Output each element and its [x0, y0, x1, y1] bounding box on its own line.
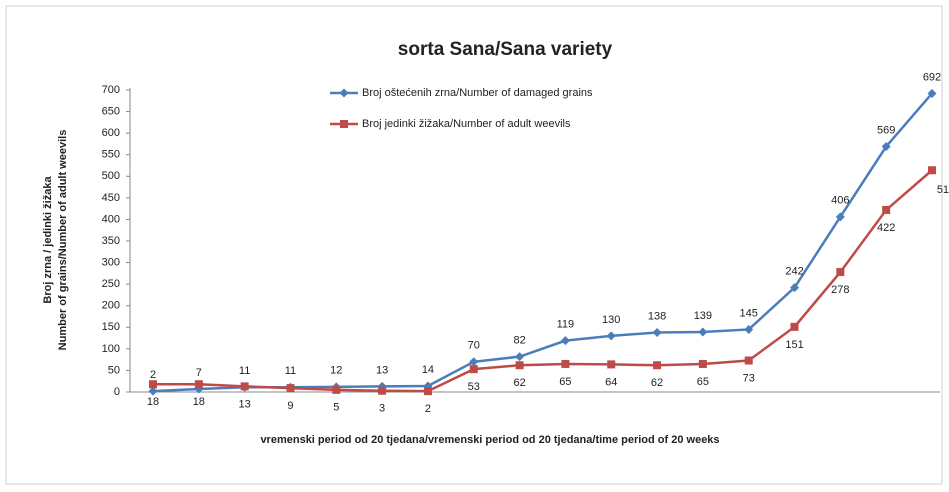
y-tick-label: 400: [102, 213, 120, 225]
point: [561, 359, 570, 368]
x-axis-label: vremenski period od 20 tjedana/vremenski…: [260, 434, 719, 446]
point: [607, 360, 616, 369]
point: [744, 324, 754, 334]
point: [698, 359, 707, 368]
point: [332, 385, 341, 394]
data-label: 138: [648, 310, 666, 322]
y-tick-label: 150: [102, 321, 120, 333]
data-label: 65: [697, 376, 709, 388]
point: [606, 331, 616, 341]
data-label: 64: [605, 376, 617, 388]
data-label: 13: [239, 398, 251, 410]
y-tick-label: 50: [108, 364, 120, 376]
point: [652, 327, 662, 337]
data-label: 422: [877, 222, 895, 234]
y-tick-label: 100: [102, 343, 120, 355]
legend-label: Broj oštećenih zrna/Number of damaged gr…: [362, 87, 593, 99]
point: [882, 205, 891, 214]
point: [469, 357, 479, 367]
point: [469, 365, 478, 374]
data-label: 242: [785, 266, 803, 278]
point: [836, 268, 845, 277]
y-tick-label: 550: [102, 149, 120, 161]
point: [790, 322, 799, 331]
data-label: 18: [147, 396, 159, 408]
data-label: 73: [743, 372, 755, 384]
data-label: 5: [333, 402, 339, 414]
point: [149, 380, 157, 389]
chart-title: sorta Sana/Sana variety: [398, 39, 613, 60]
point: [423, 387, 432, 396]
data-label: 13: [376, 364, 388, 376]
point: [194, 380, 203, 389]
data-label: 2: [425, 403, 431, 415]
point: [928, 166, 936, 175]
y-tick-label: 300: [102, 256, 120, 268]
data-label: 11: [285, 365, 296, 377]
y-tick-label: 700: [102, 84, 120, 96]
data-label: 14: [422, 364, 434, 376]
y-tick-label: 200: [102, 300, 120, 312]
y-tick-label: 450: [102, 192, 120, 204]
point: [790, 283, 800, 293]
point: [378, 386, 387, 395]
point: [240, 382, 249, 391]
point: [927, 88, 937, 98]
y-tick-label: 650: [102, 105, 120, 117]
legend-marker: [340, 120, 348, 128]
y-tick-label: 0: [114, 386, 120, 398]
data-label: 9: [287, 400, 293, 412]
data-label: 12: [330, 365, 342, 377]
data-label: 692: [923, 71, 941, 83]
data-label: 569: [877, 124, 895, 136]
data-label: 53: [468, 381, 480, 393]
data-label: 11: [239, 365, 250, 377]
point: [653, 361, 662, 370]
data-label: 406: [831, 195, 849, 207]
data-label: 2: [150, 369, 156, 381]
data-label: 145: [740, 307, 758, 319]
point: [835, 212, 845, 222]
point: [286, 384, 295, 393]
point: [698, 327, 708, 337]
y-tick-label: 350: [102, 235, 120, 247]
data-label: 119: [557, 319, 575, 331]
data-label: 139: [694, 310, 712, 322]
data-label: 130: [602, 314, 620, 326]
data-label: 18: [193, 396, 205, 408]
y-axis-label: Broj zrna / jedinki žižaka: [42, 176, 54, 304]
data-label: 62: [651, 377, 663, 389]
data-label: 82: [513, 335, 525, 347]
point: [881, 142, 891, 152]
chart-frame: [5, 5, 943, 485]
data-label: 151: [785, 339, 803, 351]
data-label: 70: [468, 340, 480, 352]
y-tick-label: 600: [102, 127, 120, 139]
point: [560, 336, 570, 346]
data-label: 7: [196, 367, 202, 379]
legend-label: Broj jedinki žižaka/Number of adult weev…: [362, 118, 571, 130]
data-label: 65: [559, 376, 571, 388]
y-tick-label: 500: [102, 170, 120, 182]
data-label: 278: [831, 284, 849, 296]
y-tick-label: 250: [102, 278, 120, 290]
data-label: 514: [937, 184, 949, 196]
series-line: [153, 169, 933, 393]
data-label: 62: [513, 377, 525, 389]
data-label: 3: [379, 403, 385, 415]
legend-marker: [339, 88, 349, 98]
point: [744, 356, 753, 365]
point: [515, 361, 524, 370]
point: [515, 352, 525, 362]
y-axis-label: Number of grains/Number of adult weevils: [57, 130, 69, 351]
point: [148, 386, 158, 396]
